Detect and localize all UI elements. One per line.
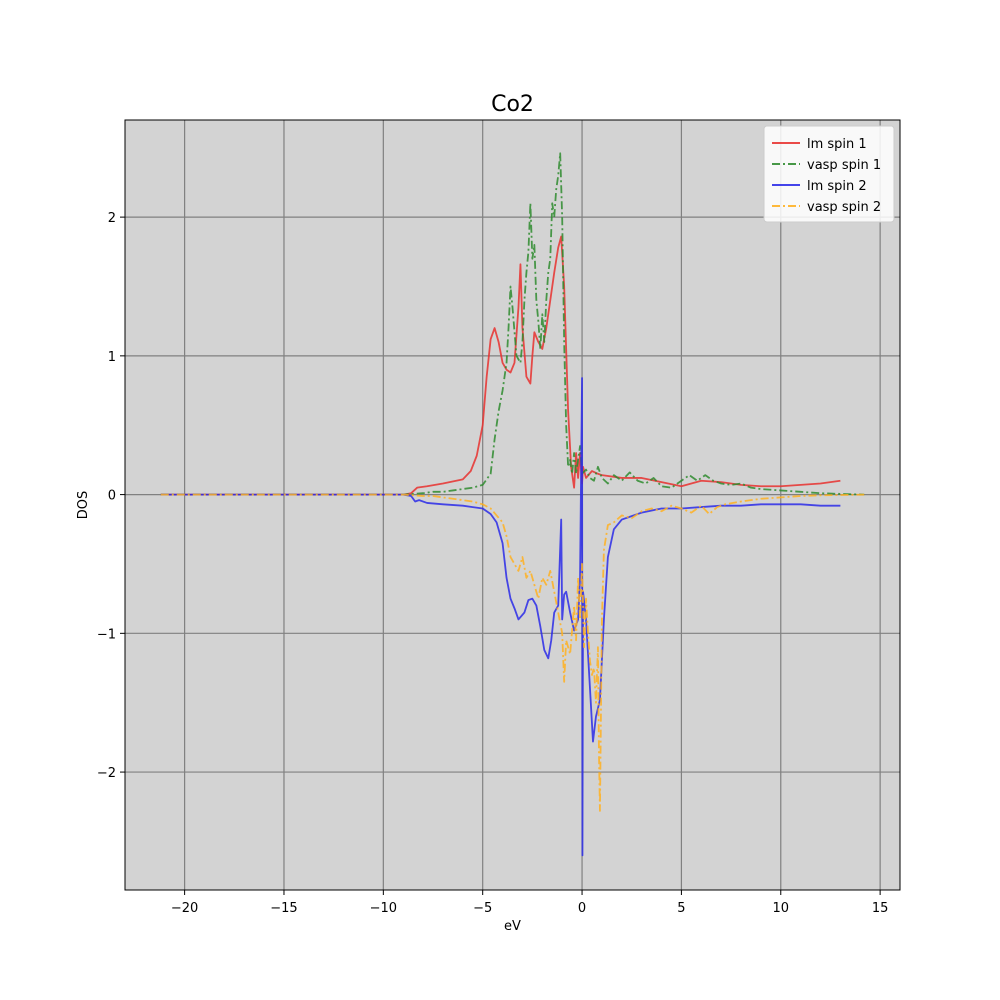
series-line-vasp-spin-2 <box>160 493 865 812</box>
legend-box <box>763 125 895 223</box>
x-tick-label: −5 <box>473 901 492 916</box>
y-tick-label: −1 <box>97 627 116 642</box>
chart-title: Co2 <box>491 92 534 117</box>
series-line-vasp-spin-1 <box>160 152 865 496</box>
y-axis-label: DOS <box>76 491 91 520</box>
x-tick-label: 15 <box>872 901 889 916</box>
y-tick-label: 2 <box>108 211 116 226</box>
x-axis-label: eV <box>504 919 521 934</box>
x-tick-label: −20 <box>171 901 198 916</box>
x-tick-label: 10 <box>772 901 789 916</box>
legend-label: vasp spin 1 <box>807 158 881 173</box>
y-tick-label: 0 <box>108 489 116 504</box>
legend-label: lm spin 1 <box>807 137 867 152</box>
grid <box>125 120 900 890</box>
x-tick-label: 5 <box>677 901 685 916</box>
series-group <box>160 152 865 857</box>
legend: lm spin 1 vasp spin 1 lm spin 2 vasp spin 2 <box>763 125 895 223</box>
series-line-lm-spin-2 <box>160 377 841 857</box>
plot-frame <box>124 119 901 891</box>
x-tick-label: 0 <box>578 901 586 916</box>
y-tick-label: −2 <box>97 766 116 781</box>
legend-label: lm spin 2 <box>807 179 867 194</box>
legend-label: vasp spin 2 <box>807 200 881 215</box>
x-tick-label: −10 <box>370 901 397 916</box>
y-tick-label: 1 <box>108 350 116 365</box>
x-tick-label: −15 <box>270 901 297 916</box>
series-line-lm-spin-1 <box>160 235 841 496</box>
